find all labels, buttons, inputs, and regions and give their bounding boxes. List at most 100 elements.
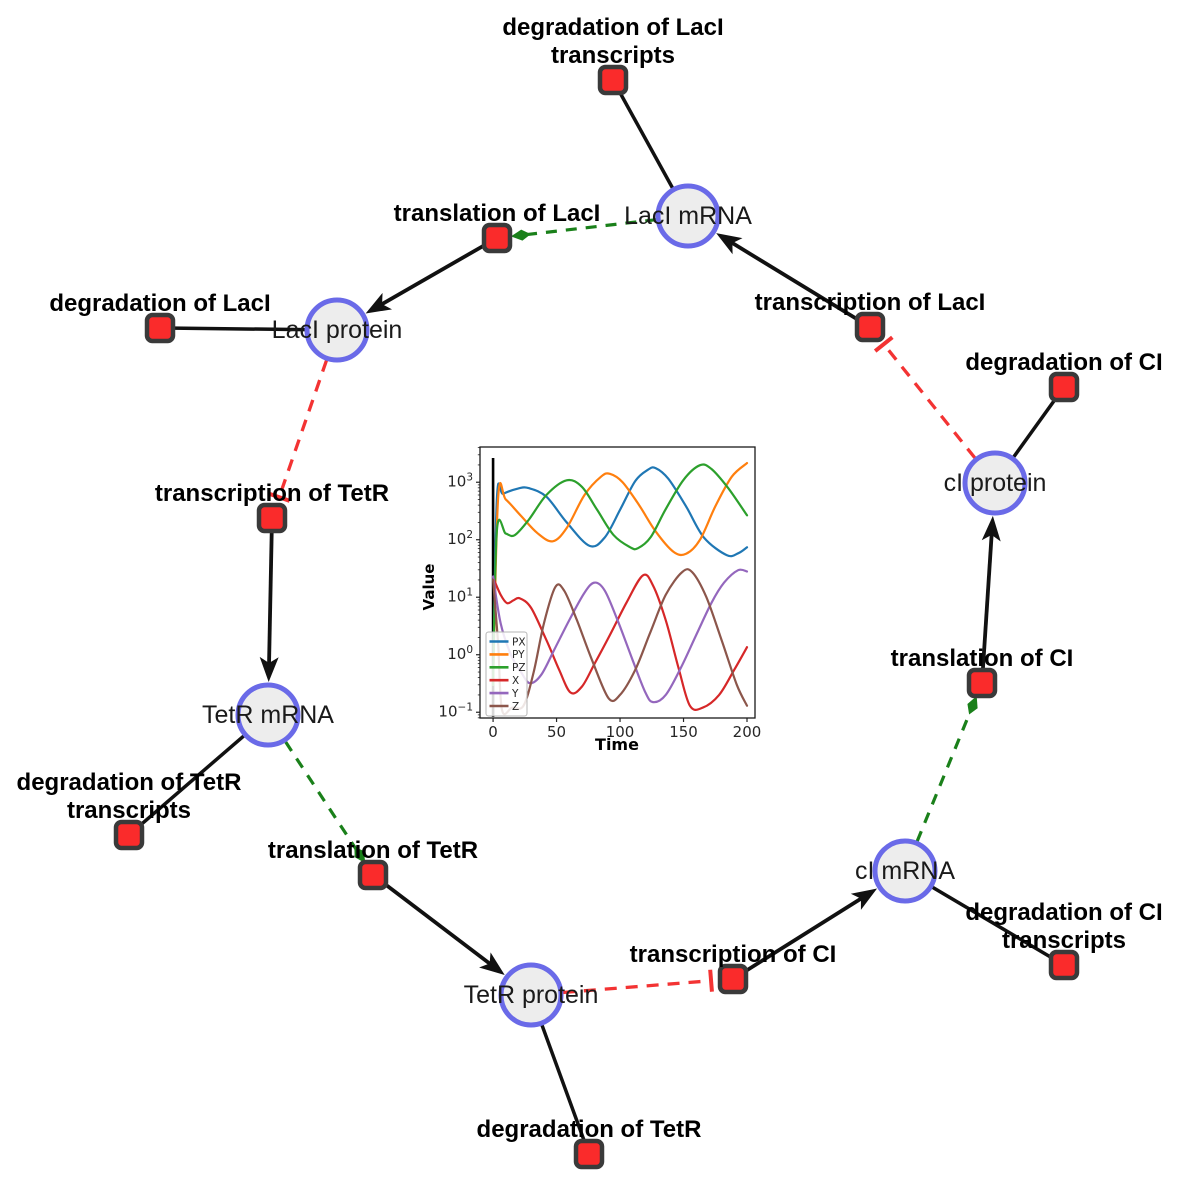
species-label-laci_mrna: LacI mRNA (624, 202, 752, 230)
species-node-ci_prot (962, 450, 1028, 516)
species-node-ci_mrna (872, 838, 938, 904)
legend-label-X: X (512, 675, 519, 687)
chart-xtick-50: 50 (547, 723, 566, 741)
consumption-edge-laci_mrna-deg_laci_tx (618, 91, 675, 189)
inhibition-edge-ci_prot-txn_laci (873, 335, 977, 460)
reaction-label-deg_ci_tx-line0: degradation of CI (965, 899, 1162, 926)
reaction-node-txn_tetr (256, 502, 288, 534)
reaction-label-deg_ci_tx-line1: transcripts (1002, 927, 1126, 954)
modifier-edge-tetr_mrna-transl_tetr (284, 740, 366, 864)
production-edge-transl_ci-ci_prot (981, 515, 1001, 670)
species-label-ci_mrna: cI mRNA (855, 857, 955, 885)
species-label-ci_prot: cI protein (944, 469, 1047, 497)
chart-ytick-1e1: 101 (447, 587, 473, 606)
reaction-label-transl_laci-line0: translation of LacI (394, 200, 601, 227)
arrowhead-icon (259, 656, 279, 683)
chart-xtick-200: 200 (733, 723, 762, 741)
chart-xaxis-title: Time (595, 735, 639, 754)
arrowhead-icon (716, 233, 743, 255)
legend-label-PY: PY (512, 649, 525, 661)
chart-ytick-1e0: 100 (447, 644, 473, 663)
inhibition-edge-laci_prot-txn_tetr (268, 359, 329, 503)
modifier-edge-laci_mrna-transl_laci (510, 218, 657, 241)
consumption-edge-tetr_prot-deg_tetr (540, 1024, 586, 1142)
arrowhead-icon (981, 515, 1001, 542)
chart-xtick-0: 0 (488, 723, 498, 741)
production-edge-txn_ci-ci_mrna (743, 888, 878, 974)
species-label-laci_prot: LacI protein (272, 316, 403, 344)
consumption-edge-ci_prot-deg_ci (1012, 397, 1058, 459)
chart-curve-PX (492, 466, 749, 686)
reaction-label-txn_ci-line0: transcription of CI (630, 941, 837, 968)
chart-curve-PY (492, 462, 749, 686)
species-node-tetr_mrna (235, 682, 301, 748)
reaction-label-transl_tetr-line0: translation of TetR (268, 837, 478, 864)
reaction-label-deg_tetr-line0: degradation of TetR (477, 1116, 702, 1143)
labels-layer: LacI mRNA LacI protein cI protein TetR mRNA… (17, 14, 1163, 1143)
legend-label-Y: Y (511, 688, 519, 700)
reaction-label-deg_ci-line0: degradation of CI (965, 349, 1162, 376)
reaction-node-deg_tetr (573, 1138, 605, 1170)
reaction-label-transl_ci-line0: translation of CI (891, 645, 1074, 672)
reaction-node-deg_ci_tx (1048, 949, 1080, 981)
production-edge-transl_tetr-tetr_prot (382, 881, 505, 976)
consumption-edge-tetr_mrna-deg_tetr_tx (138, 734, 245, 828)
reaction-node-deg_ci (1048, 371, 1080, 403)
chart-xtick-150: 150 (669, 723, 698, 741)
legend-label-PZ: PZ (512, 662, 526, 674)
reaction-node-deg_laci (144, 312, 176, 344)
reaction-label-deg_laci_tx-line1: transcripts (551, 42, 675, 69)
chart-legend-box (485, 631, 528, 717)
species-label-tetr_mrna: TetR mRNA (202, 701, 334, 729)
reaction-node-deg_laci_tx (597, 64, 629, 96)
reaction-node-txn_ci (717, 963, 749, 995)
reaction-node-transl_ci (966, 667, 998, 699)
production-edge-transl_laci-laci_prot (365, 243, 486, 314)
inhibition-tbar-icon (268, 491, 291, 503)
chart-curve-PZ (492, 463, 749, 686)
legend-label-PX: PX (512, 636, 526, 648)
species-node-tetr_prot (498, 962, 564, 1028)
reaction-node-deg_tetr_tx (113, 819, 145, 851)
consumption-edge-laci_prot-deg_laci (173, 326, 306, 332)
chart-yaxis-title: Value (420, 564, 438, 611)
reaction-node-transl_tetr (357, 859, 389, 891)
modifier-edge-ci_mrna-transl_ci (915, 695, 978, 842)
production-edge-txn_laci-laci_mrna (716, 233, 860, 322)
inhibition-edge-tetr_prot-txn_ci (562, 969, 714, 995)
edges-layer (138, 91, 1058, 1142)
production-edge-txn_tetr-tetr_mrna (259, 531, 279, 683)
chart-ytick-1e-1: 10−1 (438, 702, 473, 721)
modifier-diamond-icon (967, 695, 978, 715)
reaction-label-deg_tetr_tx-line1: transcripts (67, 797, 191, 824)
nodes-layer (113, 64, 1080, 1170)
modifier-diamond-icon (510, 229, 531, 241)
embedded-timecourse-plot: Time Value 10−1 100 101 102 103 0 50 100 150 200 P… (420, 446, 762, 754)
arrowhead-icon (850, 888, 878, 910)
modifier-diamond-icon (354, 846, 366, 864)
chart-ytick-1e3: 103 (447, 472, 473, 491)
reaction-label-deg_laci-line0: degradation of LacI (49, 290, 270, 317)
chart-curve-X (492, 573, 749, 711)
reaction-node-transl_laci (481, 222, 513, 254)
arrowhead-icon (365, 292, 393, 314)
reaction-node-txn_laci (854, 311, 886, 343)
reaction-label-txn_laci-line0: transcription of LacI (755, 289, 986, 316)
inhibition-tbar-icon (708, 969, 714, 992)
arrowhead-icon (479, 952, 505, 976)
inhibition-tbar-icon (873, 335, 894, 353)
chart-axes-frame (479, 446, 756, 719)
chart-ytick-1e2: 102 (447, 529, 473, 548)
species-node-laci_prot (304, 297, 370, 363)
consumption-edge-ci_mrna-deg_ci_tx (931, 885, 1053, 960)
reaction-label-deg_laci_tx-line0: degradation of LacI (502, 14, 723, 41)
legend-label-Z: Z (512, 701, 519, 713)
species-node-laci_mrna (655, 183, 721, 249)
species-label-tetr_prot: TetR protein (464, 981, 599, 1009)
chart-xtick-100: 100 (606, 723, 635, 741)
reaction-label-deg_tetr_tx-line0: degradation of TetR (17, 769, 242, 796)
reaction-label-txn_tetr-line0: transcription of TetR (155, 480, 389, 507)
